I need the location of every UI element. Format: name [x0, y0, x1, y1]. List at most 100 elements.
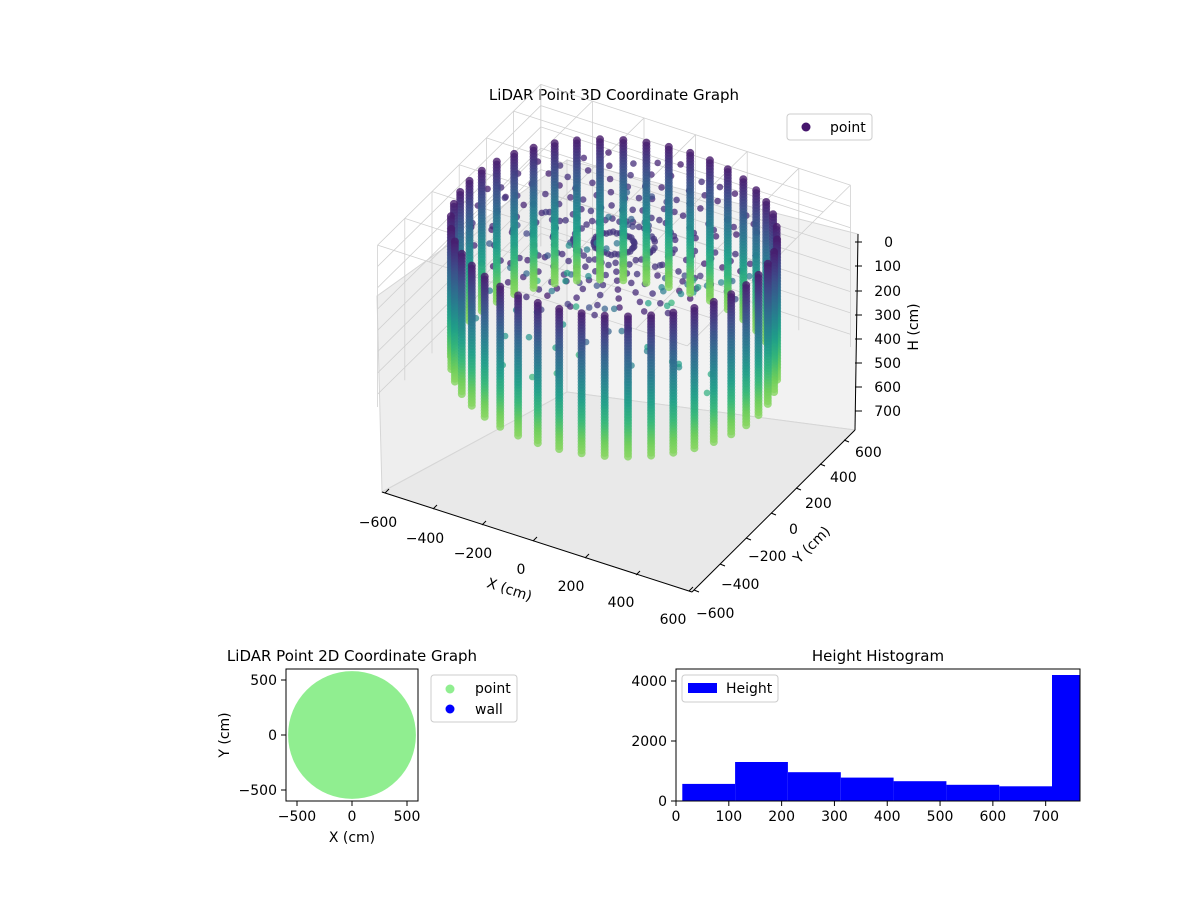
point-marker [658, 184, 665, 191]
plot2d: LiDAR Point 2D Coordinate Graph −500 0 5… [217, 647, 518, 846]
x-tick-label: 200 [768, 809, 795, 825]
point-marker [579, 196, 587, 203]
x-tick-label: 400 [874, 809, 901, 825]
histogram-frame [675, 668, 1081, 802]
point-marker [524, 256, 531, 264]
point-marker [596, 291, 604, 299]
x-tick-label: 0 [517, 562, 526, 578]
point-marker [679, 278, 686, 285]
point-marker [651, 244, 658, 252]
point-marker [525, 333, 533, 341]
point-marker [632, 256, 640, 264]
x-tick-label: 0 [348, 809, 357, 825]
legend-label-wall: wall [475, 702, 503, 718]
point-marker [529, 283, 538, 292]
point-marker [486, 240, 493, 247]
z-tick-label: 0 [884, 235, 893, 251]
point-marker [657, 300, 664, 307]
point-marker [548, 287, 556, 295]
histogram-bar [1052, 675, 1080, 801]
z-tick-label: 500 [874, 356, 901, 372]
point-marker [627, 171, 634, 179]
legend-marker-point [801, 122, 811, 132]
point-marker [626, 248, 634, 255]
x-tick-label: −600 [359, 515, 397, 531]
point-marker [732, 250, 739, 258]
x-tick-label: 400 [608, 595, 635, 611]
point-marker [647, 451, 656, 460]
x-tick-label: 600 [660, 612, 687, 628]
point-marker [587, 207, 595, 215]
point-marker [645, 299, 652, 307]
point-marker [618, 327, 626, 335]
point-marker [602, 271, 609, 279]
point-marker [583, 221, 590, 228]
point-marker [727, 430, 736, 439]
y-tick-label: 4000 [631, 674, 667, 690]
point-marker [612, 259, 619, 267]
plot3d: LiDAR Point 3D Coordinate Graph −600 −40… [359, 83, 922, 628]
point-marker [573, 294, 580, 302]
point-marker [588, 217, 596, 225]
point-marker [567, 194, 574, 201]
histogram-bar [735, 762, 788, 801]
point-marker [716, 183, 724, 191]
point-marker [572, 276, 581, 285]
z-tick-label: 300 [874, 308, 901, 324]
point-marker [583, 246, 591, 253]
point-marker [565, 242, 573, 249]
point-marker [601, 305, 609, 313]
plot2d-title: LiDAR Point 2D Coordinate Graph [227, 647, 477, 665]
y-axis-line [691, 429, 856, 593]
histogram-bar [682, 783, 736, 801]
x-tick-label: 500 [394, 809, 421, 825]
x-tick-label: −400 [406, 531, 444, 547]
point-marker [606, 175, 614, 183]
point-marker [709, 438, 718, 446]
point-marker [712, 233, 720, 240]
z-ticks: 0 100 200 300 400 500 600 700 H (cm) [855, 235, 922, 420]
x-tick-label: −200 [454, 546, 492, 562]
y-tick-label: 0 [268, 728, 277, 744]
point-marker [671, 208, 678, 216]
y-tick-label: 0 [789, 522, 798, 538]
point-marker [613, 240, 621, 247]
legend-hist: Height [681, 674, 779, 703]
point-marker [654, 272, 661, 279]
point-marker [635, 194, 643, 202]
x-tick-label: 100 [715, 809, 742, 825]
z-tick-label: 100 [874, 259, 901, 275]
point-marker [677, 290, 685, 298]
point-marker [630, 160, 637, 167]
grid-line [540, 83, 851, 186]
point-marker [589, 179, 596, 187]
point-marker [523, 293, 530, 301]
point-marker [545, 170, 552, 177]
x-tick-label: 0 [672, 809, 681, 825]
histogram-bar [788, 772, 841, 801]
point-marker [457, 390, 466, 398]
point-marker [742, 421, 751, 430]
plot2d-x-ticks: −500 0 500 X (cm) [278, 801, 421, 846]
histogram-bar [999, 786, 1052, 801]
point-marker [694, 284, 702, 291]
point-marker [600, 451, 609, 460]
point-marker [619, 276, 628, 285]
point-marker [656, 216, 663, 224]
grid-line [377, 169, 851, 331]
histogram-bar [840, 777, 894, 801]
point-marker [580, 154, 588, 162]
point-marker [677, 161, 684, 168]
point-marker [613, 277, 621, 285]
point-marker [629, 206, 636, 214]
x-axis-label: X (cm) [329, 830, 375, 846]
point-marker [577, 449, 586, 458]
point-marker [635, 223, 643, 231]
point-marker [703, 389, 711, 397]
point-marker [656, 262, 664, 269]
point-marker [542, 208, 550, 216]
point-marker [663, 302, 671, 310]
point-marker [484, 185, 491, 193]
histogram: Height Histogram 0 100 200 300 400 500 600 700 … [631, 647, 1081, 825]
point-marker [496, 422, 505, 431]
